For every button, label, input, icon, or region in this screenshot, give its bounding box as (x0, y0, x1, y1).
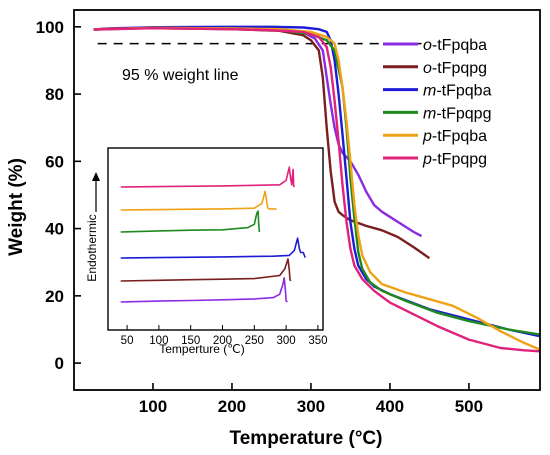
y-axis-title: Weight (%) (6, 158, 27, 256)
legend-label: o-tFpqba (423, 37, 487, 54)
x-tick-label: 200 (218, 397, 246, 416)
legend: o-tFpqba o-tFpqpg m-tFpqba m-tFpqpg p-tFpqba… (383, 37, 492, 168)
inset-x-axis-title: Temperture (℃) (159, 342, 245, 356)
y-tick-label: 20 (45, 287, 64, 306)
x-tick-label: 500 (455, 397, 483, 416)
x-axis-title: Temperature (°C) (230, 428, 383, 449)
dsc-inset: 50 100 150 200 250 300 350 (92, 148, 328, 347)
x-tick-label: 300 (297, 397, 325, 416)
legend-label: m-tFpqpg (423, 105, 491, 122)
y-tick-label: 40 (45, 220, 64, 239)
endothermic-arrow-head (92, 172, 100, 181)
legend-label: o-tFpqpg (423, 60, 487, 77)
y-tick-label: 100 (36, 18, 64, 37)
y-tick-label: 0 (55, 354, 64, 373)
legend-label: m-tFpqba (423, 83, 492, 100)
x-tick-label: 400 (376, 397, 404, 416)
legend-label: p-tFpqpg (422, 151, 487, 168)
inset-x-tick-label: 250 (245, 335, 264, 347)
x-tick-label: 100 (139, 397, 167, 416)
weight-line-annotation: 95 % weight line (122, 67, 239, 84)
inset-y-axis-title: Endothermic (85, 214, 99, 281)
legend-label: p-tFpqba (422, 128, 487, 145)
y-tick-label: 80 (45, 85, 64, 104)
inset-x-tick-label: 300 (277, 335, 296, 347)
inset-x-tick-label: 350 (308, 335, 327, 347)
y-tick-label: 60 (45, 152, 64, 171)
inset-x-tick-label: 50 (121, 335, 134, 347)
